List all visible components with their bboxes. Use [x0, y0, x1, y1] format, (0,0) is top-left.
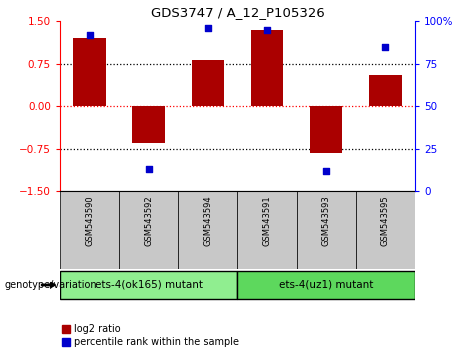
Bar [178, 191, 237, 269]
Bar [369, 75, 402, 106]
Point [145, 166, 152, 172]
Bar [73, 38, 106, 106]
Bar [237, 191, 296, 269]
Legend: log2 ratio, percentile rank within the sample: log2 ratio, percentile rank within the s… [60, 322, 241, 349]
Text: GSM543591: GSM543591 [262, 195, 272, 246]
Bar [60, 271, 237, 299]
Bar [251, 30, 283, 106]
Text: GSM543592: GSM543592 [144, 195, 153, 246]
Text: GSM543594: GSM543594 [203, 195, 213, 246]
Point [204, 25, 212, 31]
Text: genotype/variation: genotype/variation [5, 280, 97, 290]
Bar [237, 271, 415, 299]
Bar [296, 191, 356, 269]
Bar [132, 106, 165, 143]
Text: GSM543590: GSM543590 [85, 195, 94, 246]
Bar [356, 191, 415, 269]
Point [86, 32, 93, 38]
Text: GSM543595: GSM543595 [381, 195, 390, 246]
Point [322, 168, 330, 173]
Title: GDS3747 / A_12_P105326: GDS3747 / A_12_P105326 [151, 6, 324, 19]
Point [382, 44, 389, 50]
Bar [60, 191, 119, 269]
Text: ets-4(ok165) mutant: ets-4(ok165) mutant [95, 280, 203, 290]
Bar [192, 60, 224, 106]
Text: GSM543593: GSM543593 [322, 195, 331, 246]
Text: ets-4(uz1) mutant: ets-4(uz1) mutant [279, 280, 373, 290]
Bar [310, 106, 343, 153]
Point [263, 27, 271, 33]
Bar [119, 191, 178, 269]
